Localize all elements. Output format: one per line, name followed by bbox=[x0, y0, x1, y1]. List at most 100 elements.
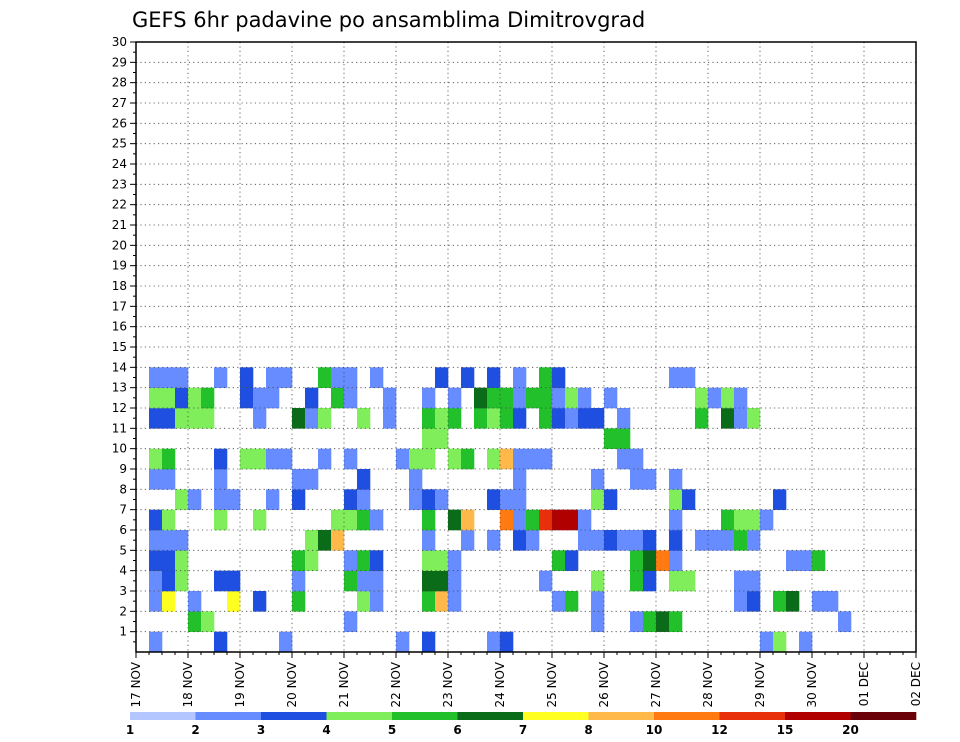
precip-cell bbox=[149, 469, 163, 490]
precip-cell bbox=[513, 367, 527, 388]
precip-cell bbox=[721, 509, 735, 531]
precip-cell bbox=[448, 387, 462, 409]
x-tick-label: 23 NOV bbox=[441, 661, 455, 707]
x-tick-label: 22 NOV bbox=[389, 661, 403, 707]
precip-cell bbox=[188, 591, 202, 612]
precip-cell bbox=[617, 530, 631, 551]
precip-cell bbox=[617, 448, 631, 470]
precip-cell bbox=[552, 591, 566, 612]
precip-cell bbox=[344, 387, 358, 409]
precip-cell bbox=[734, 408, 748, 429]
precip-cell bbox=[812, 550, 826, 571]
precip-cell bbox=[344, 509, 358, 531]
precip-cell bbox=[422, 428, 436, 449]
precip-cell bbox=[292, 489, 306, 510]
precip-cell bbox=[721, 387, 735, 409]
colorbar-swatch bbox=[588, 712, 655, 720]
precip-cell bbox=[747, 509, 761, 531]
precip-cell bbox=[344, 448, 358, 470]
precip-cell bbox=[669, 367, 683, 388]
y-tick-label: 5 bbox=[119, 543, 127, 557]
precip-cell bbox=[396, 448, 410, 470]
precip-cell bbox=[643, 611, 657, 632]
colorbar-label: 6 bbox=[453, 723, 461, 737]
precip-cell bbox=[162, 367, 176, 388]
precip-cell bbox=[630, 469, 644, 490]
precip-cell bbox=[682, 367, 696, 388]
colorbar-label: 12 bbox=[711, 723, 728, 737]
precip-cell bbox=[565, 408, 579, 429]
precip-cell bbox=[175, 550, 189, 571]
y-tick-label: 27 bbox=[112, 96, 127, 110]
y-tick-label: 16 bbox=[112, 320, 127, 334]
precip-cell bbox=[578, 408, 592, 429]
y-tick-label: 24 bbox=[112, 157, 127, 171]
precip-cell bbox=[344, 550, 358, 571]
precip-cell bbox=[695, 387, 709, 409]
y-tick-label: 2 bbox=[119, 604, 127, 618]
precip-cell bbox=[162, 509, 176, 531]
precip-cell bbox=[552, 408, 566, 429]
x-tick-label: 18 NOV bbox=[181, 661, 195, 707]
colorbar-label: 2 bbox=[191, 723, 199, 737]
precip-cell bbox=[591, 530, 605, 551]
precip-cell bbox=[214, 570, 228, 592]
precip-cell bbox=[656, 550, 670, 571]
x-tick-label: 29 NOV bbox=[753, 661, 767, 707]
precip-cell bbox=[344, 570, 358, 592]
precip-cell bbox=[279, 631, 293, 653]
precip-cell bbox=[370, 591, 384, 612]
precip-cell bbox=[461, 509, 475, 531]
precip-cell bbox=[513, 448, 527, 470]
precip-cell bbox=[162, 408, 176, 429]
precip-cell bbox=[474, 408, 488, 429]
precip-cell bbox=[370, 509, 384, 531]
precip-cell bbox=[539, 509, 553, 531]
precip-cell bbox=[149, 550, 163, 571]
y-tick-label: 11 bbox=[112, 421, 127, 435]
precip-cell bbox=[149, 591, 163, 612]
precip-cell bbox=[669, 611, 683, 632]
colorbar-label: 10 bbox=[646, 723, 663, 737]
precip-cell bbox=[487, 530, 501, 551]
colorbar-label: 8 bbox=[584, 723, 592, 737]
precip-cell bbox=[240, 367, 254, 388]
y-tick-label: 14 bbox=[112, 360, 127, 374]
precip-cell bbox=[786, 591, 800, 612]
precip-cell bbox=[487, 489, 501, 510]
precip-cell bbox=[461, 530, 475, 551]
precip-cell bbox=[435, 489, 449, 510]
y-tick-label: 10 bbox=[112, 442, 127, 456]
precip-cell bbox=[565, 550, 579, 571]
precip-cell bbox=[266, 448, 280, 470]
precip-cell bbox=[214, 509, 228, 531]
precip-cell bbox=[799, 631, 813, 653]
precip-cell bbox=[526, 448, 540, 470]
precip-cell bbox=[500, 448, 514, 470]
y-tick-label: 8 bbox=[119, 482, 127, 496]
precip-cell bbox=[682, 570, 696, 592]
precip-cell bbox=[578, 387, 592, 409]
precip-cell bbox=[500, 408, 514, 429]
precip-cell bbox=[812, 591, 826, 612]
precip-cell bbox=[422, 570, 436, 592]
y-tick-label: 23 bbox=[112, 177, 127, 191]
precip-cell bbox=[734, 570, 748, 592]
precip-cell bbox=[305, 408, 319, 429]
precip-cell bbox=[513, 489, 527, 510]
y-tick-label: 28 bbox=[112, 76, 127, 90]
precip-cell bbox=[175, 408, 189, 429]
precip-cell bbox=[630, 448, 644, 470]
precip-cell bbox=[708, 530, 722, 551]
precip-cell bbox=[448, 509, 462, 531]
precip-cell bbox=[344, 367, 358, 388]
x-tick-label: 24 NOV bbox=[493, 661, 507, 707]
precip-cell bbox=[357, 591, 371, 612]
precip-cell bbox=[357, 550, 371, 571]
precip-cell bbox=[474, 387, 488, 409]
precip-cell bbox=[201, 387, 215, 409]
precip-cell bbox=[487, 408, 501, 429]
precip-cell bbox=[513, 530, 527, 551]
precip-cell bbox=[435, 570, 449, 592]
precip-cell bbox=[279, 367, 293, 388]
